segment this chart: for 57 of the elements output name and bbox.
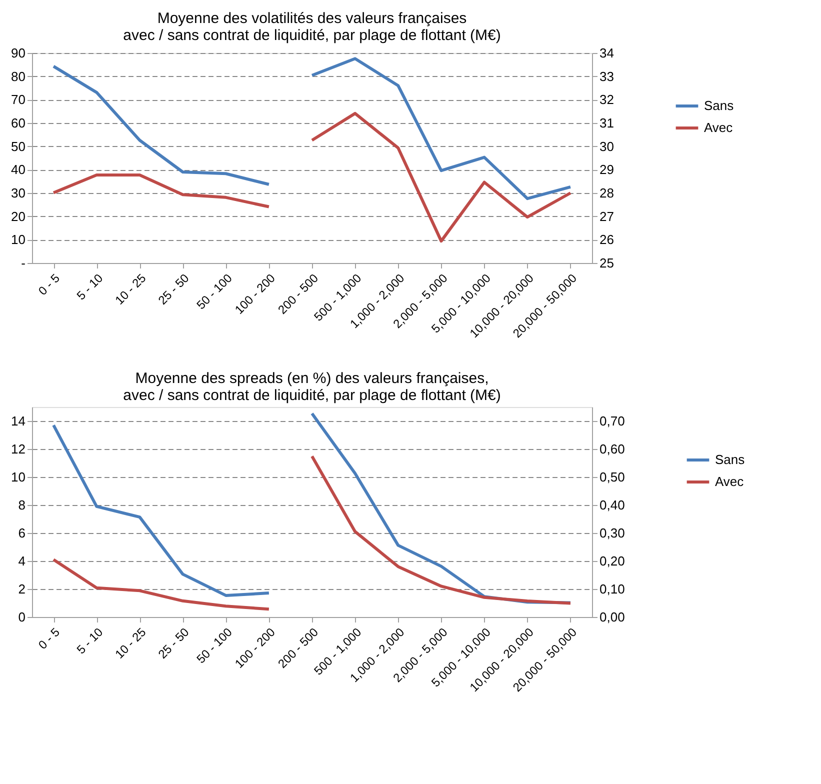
legend-label: Sans: [704, 98, 734, 113]
y2-tick-label: 28: [600, 186, 614, 200]
x-tick-label: 25 - 50: [155, 624, 192, 662]
chart-title: Moyenne des volatilités des valeurs françaises avec / sans contrat de liquidité, par plage de flottant (M€): [123, 10, 501, 44]
line-series: [52, 558, 270, 611]
y-tick-label: 10: [11, 232, 26, 248]
y2-tick-label: 30: [600, 138, 614, 154]
x-tick-label: 10 - 25: [112, 624, 149, 662]
line-series: [52, 174, 270, 208]
y2-tick-label: 34: [600, 46, 614, 60]
legend-label: Avec: [704, 120, 734, 135]
y2-tick-label: 26: [600, 232, 614, 248]
y-tick-label: 6: [18, 526, 26, 540]
chart-title: Moyenne des spreads (en %) des valeurs françaises, avec / sans contrat de liquidité, par plage de flottant (M€): [123, 370, 501, 404]
line-series: [52, 64, 270, 186]
y2-tick-label: 0,60: [600, 442, 625, 456]
line-series: [52, 424, 270, 597]
y2-tick-label: 0,20: [600, 554, 625, 568]
y-tick-label: 10: [11, 470, 26, 484]
x-tick-label: 5 - 10: [74, 270, 106, 303]
y-tick-label: 2: [18, 582, 26, 596]
y-tick-label: 80: [11, 68, 26, 84]
y-tick-label: 40: [11, 162, 26, 178]
y-tick-label: 12: [11, 442, 26, 456]
y2-tick-label: 25: [600, 256, 614, 270]
y2-tick-label: 0,50: [600, 470, 625, 484]
y-tick-label: 14: [11, 414, 26, 428]
y2-tick-label: 0,70: [600, 414, 625, 428]
y-tick-label: 4: [18, 554, 26, 568]
line-series: [310, 454, 572, 605]
line-series: [310, 57, 572, 200]
line-series: [310, 112, 572, 243]
y-tick-label: 8: [18, 498, 26, 512]
y2-tick-label: 0,30: [600, 526, 625, 540]
y2-tick-label: 29: [600, 162, 614, 178]
y-tick-label: 90: [11, 46, 26, 60]
x-tick-label: 25 - 50: [155, 270, 192, 308]
y-tick-label: 0: [18, 610, 26, 624]
y2-tick-label: 0,10: [600, 582, 625, 596]
legend-label: Sans: [715, 452, 746, 467]
y-tick-label: 70: [11, 92, 26, 108]
y-tick-label: -: [21, 256, 26, 270]
x-tick-label: 5 - 10: [74, 624, 106, 657]
y-tick-label: 20: [11, 208, 26, 224]
y2-tick-label: 0,00: [600, 610, 625, 624]
y-tick-label: 50: [11, 138, 26, 154]
y-tick-label: 30: [11, 186, 26, 200]
y2-tick-label: 31: [600, 116, 614, 130]
y2-tick-label: 27: [600, 208, 614, 224]
y2-tick-label: 0,40: [600, 498, 625, 512]
y2-tick-label: 33: [600, 68, 614, 84]
x-tick-label: 0 - 5: [36, 270, 63, 298]
x-tick-label: 10 - 25: [112, 270, 149, 308]
y2-tick-label: 32: [600, 92, 614, 108]
legend-label: Avec: [715, 474, 744, 489]
x-tick-label: 0 - 5: [36, 624, 63, 652]
y-tick-label: 60: [11, 116, 26, 130]
